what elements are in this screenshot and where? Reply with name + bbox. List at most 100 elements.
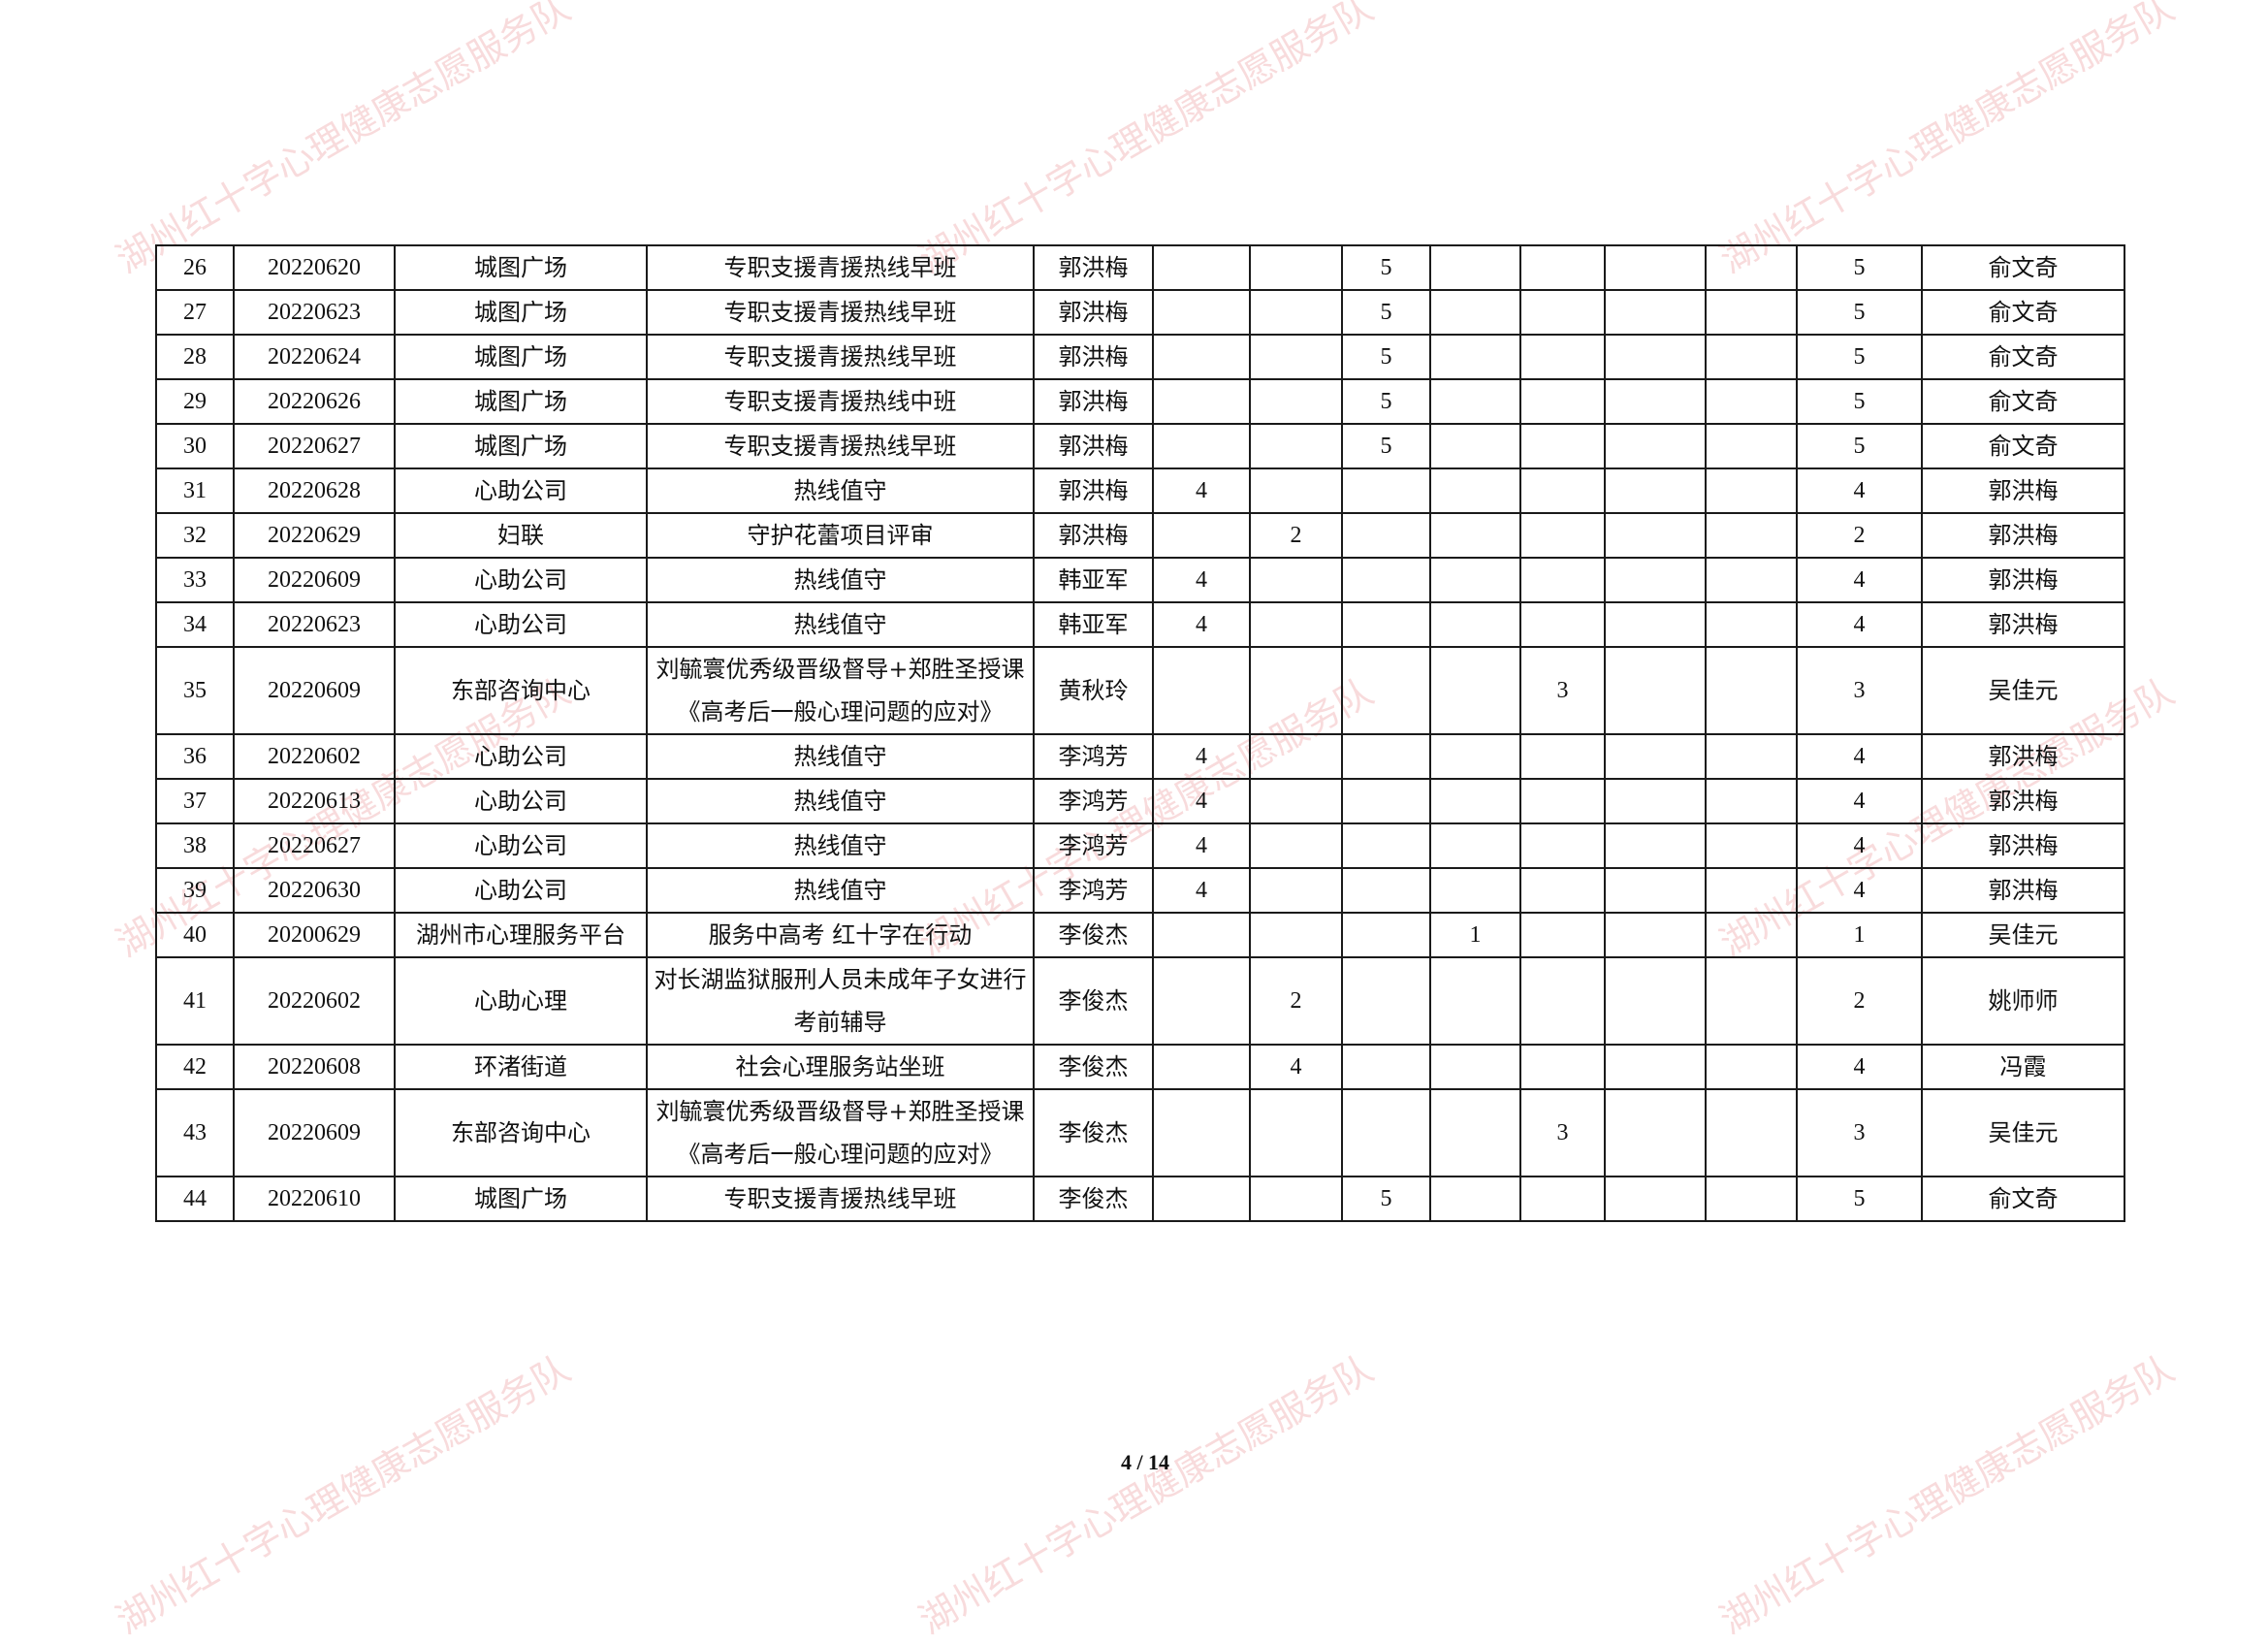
place-cell: 湖州市心理服务平台 [394,912,648,958]
hours-cell [1429,646,1521,735]
hours-cell [1705,1176,1798,1222]
hours-cell [1705,289,1798,336]
row-number: 34 [155,601,235,648]
hours-cell [1604,912,1707,958]
date-cell: 20220613 [233,778,396,824]
hours-cell [1705,244,1798,291]
table-row: 41 20220602 心助心理 对长湖监狱服刑人员未成年子女进行考前辅导 李俊杰 2 2 姚… [155,956,2125,1046]
table-row: 28 20220624 城图广场 专职支援青援热线早班 郭洪梅 5 5 俞文奇 [155,334,2125,380]
hours-cell [1249,467,1343,514]
hours-cell [1519,1176,1606,1222]
date-cell: 20220629 [233,512,396,559]
activity-cell: 热线值守 [646,601,1035,648]
place-cell: 城图广场 [394,423,648,469]
hours-cell: 2 [1249,956,1343,1046]
hours-cell [1604,244,1707,291]
reviewer-cell: 俞文奇 [1921,244,2125,291]
hours-cell [1429,778,1521,824]
place-cell: 心助公司 [394,467,648,514]
hours-cell [1705,423,1798,469]
volunteer-name-cell: 李俊杰 [1033,956,1154,1046]
hours-cell [1249,378,1343,425]
table-row: 32 20220629 妇联 守护花蕾项目评审 郭洪梅 2 2 郭洪梅 [155,512,2125,559]
place-cell: 心助公司 [394,601,648,648]
hours-cell [1604,1176,1707,1222]
hours-cell [1705,1088,1798,1177]
hours-cell [1519,423,1606,469]
hours-cell [1604,423,1707,469]
hours-cell [1519,601,1606,648]
activity-cell: 专职支援青援热线早班 [646,289,1035,336]
total-hours-cell: 5 [1796,423,1923,469]
hours-cell [1429,512,1521,559]
reviewer-cell: 郭洪梅 [1921,867,2125,914]
activity-cell: 社会心理服务站坐班 [646,1044,1035,1090]
place-cell: 妇联 [394,512,648,559]
hours-cell [1705,646,1798,735]
hours-cell [1705,912,1798,958]
activity-cell: 服务中高考 红十字在行动 [646,912,1035,958]
hours-cell [1519,334,1606,380]
date-cell: 20220627 [233,423,396,469]
hours-cell [1429,244,1521,291]
place-cell: 心助公司 [394,778,648,824]
hours-cell [1604,467,1707,514]
hours-cell [1604,733,1707,780]
hours-cell [1429,334,1521,380]
volunteer-name-cell: 郭洪梅 [1033,512,1154,559]
hours-cell [1152,334,1251,380]
row-number: 28 [155,334,235,380]
hours-cell [1519,378,1606,425]
row-number: 43 [155,1088,235,1177]
reviewer-cell: 吴佳元 [1921,1088,2125,1177]
hours-cell [1152,512,1251,559]
hours-cell [1705,512,1798,559]
date-cell: 20220608 [233,1044,396,1090]
date-cell: 20220630 [233,867,396,914]
place-cell: 心助心理 [394,956,648,1046]
reviewer-cell: 俞文奇 [1921,289,2125,336]
volunteer-name-cell: 李俊杰 [1033,912,1154,958]
date-cell: 20220626 [233,378,396,425]
place-cell: 心助公司 [394,867,648,914]
row-number: 44 [155,1176,235,1222]
place-cell: 城图广场 [394,244,648,291]
hours-cell [1429,822,1521,869]
hours-cell: 4 [1152,733,1251,780]
hours-cell [1705,1044,1798,1090]
hours-cell [1604,956,1707,1046]
hours-cell [1341,822,1431,869]
row-number: 36 [155,733,235,780]
table-row: 39 20220630 心助公司 热线值守 李鸿芳 4 4 郭洪梅 [155,867,2125,914]
place-cell: 城图广场 [394,289,648,336]
table-row: 26 20220620 城图广场 专职支援青援热线早班 郭洪梅 5 5 俞文奇 [155,244,2125,291]
hours-cell [1519,956,1606,1046]
place-cell: 东部咨询中心 [394,1088,648,1177]
hours-cell [1341,512,1431,559]
place-cell: 东部咨询中心 [394,646,648,735]
hours-cell [1152,1088,1251,1177]
total-hours-cell: 4 [1796,1044,1923,1090]
date-cell: 20220609 [233,557,396,603]
row-number: 42 [155,1044,235,1090]
hours-cell [1519,822,1606,869]
row-number: 32 [155,512,235,559]
activity-cell: 热线值守 [646,822,1035,869]
total-hours-cell: 4 [1796,822,1923,869]
volunteer-hours-table: 26 20220620 城图广场 专职支援青援热线早班 郭洪梅 5 5 俞文奇 27 202206… [155,244,2125,1222]
reviewer-cell: 郭洪梅 [1921,512,2125,559]
volunteer-name-cell: 郭洪梅 [1033,467,1154,514]
hours-cell [1249,912,1343,958]
total-hours-cell: 3 [1796,646,1923,735]
total-hours-cell: 4 [1796,733,1923,780]
activity-cell: 热线值守 [646,867,1035,914]
place-cell: 城图广场 [394,378,648,425]
hours-cell [1604,601,1707,648]
activity-cell: 专职支援青援热线早班 [646,1176,1035,1222]
table-row: 44 20220610 城图广场 专职支援青援热线早班 李俊杰 5 5 俞文奇 [155,1176,2125,1222]
hours-cell [1152,956,1251,1046]
volunteer-name-cell: 李鸿芳 [1033,778,1154,824]
hours-cell [1341,601,1431,648]
hours-cell [1519,467,1606,514]
activity-cell: 专职支援青援热线早班 [646,423,1035,469]
